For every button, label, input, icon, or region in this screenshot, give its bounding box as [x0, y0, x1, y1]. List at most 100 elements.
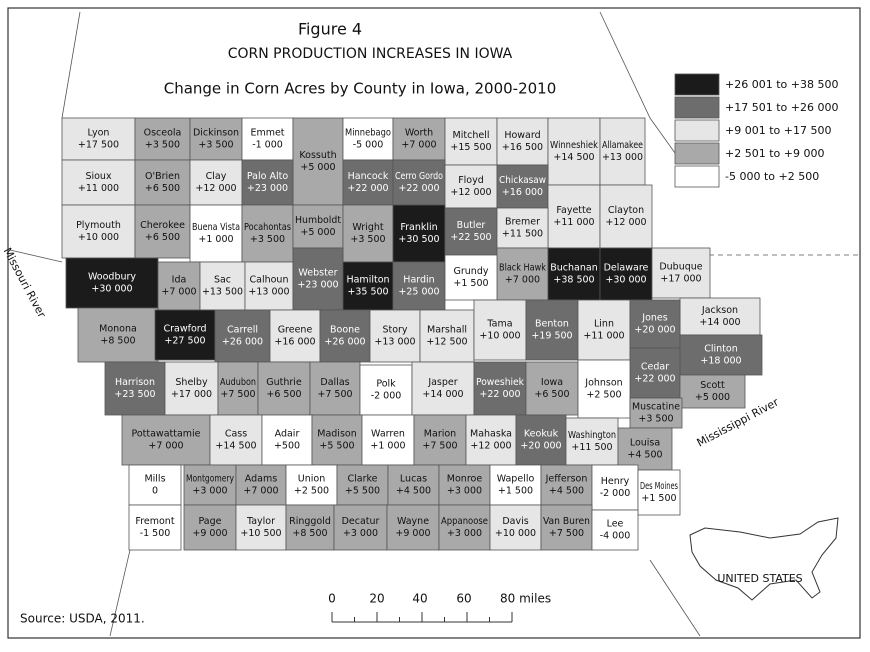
county-name: Hancock: [348, 171, 389, 182]
county-change: +13 000: [374, 337, 415, 348]
county-change: +17 000: [660, 274, 701, 285]
legend-label: +26 001 to +38 500: [725, 78, 838, 91]
county-change: +14 500: [215, 441, 256, 452]
county: [261, 414, 313, 466]
county-name: Pottawattamie: [131, 429, 200, 440]
county: [241, 159, 294, 206]
county-name: Appanoose: [441, 516, 488, 527]
county-name: Jefferson: [545, 474, 588, 485]
county: [438, 504, 491, 551]
county: [577, 299, 631, 361]
county-change: +2 500: [294, 486, 329, 497]
county-change: +11 000: [78, 183, 119, 194]
county-name: Floyd: [458, 175, 484, 186]
county: [199, 261, 246, 311]
county-name: Mitchell: [453, 130, 490, 141]
county-name: Clinton: [704, 344, 738, 355]
county-change: +16 000: [274, 337, 315, 348]
county-change: +7 000: [161, 287, 196, 298]
county-change: +9 000: [395, 528, 430, 539]
title: CORN PRODUCTION INCREASES IN IOWA: [228, 46, 513, 62]
county-change: +23 000: [247, 183, 288, 194]
county-change: +3 000: [447, 486, 482, 497]
county-name: Clayton: [608, 205, 644, 216]
county-change: -1 000: [252, 140, 283, 151]
county: [292, 247, 344, 311]
county-name: Decatur: [342, 516, 380, 527]
county-name: Montgomery: [186, 474, 234, 485]
county: [285, 504, 335, 551]
county-change: +1 500: [453, 278, 488, 289]
county-change: +5 000: [300, 162, 335, 173]
county-change: +4 500: [627, 450, 662, 461]
county-name: Adair: [275, 429, 300, 440]
county: [235, 504, 287, 551]
county-name: Ida: [172, 275, 187, 286]
county-change: +8 500: [292, 528, 327, 539]
county: [599, 247, 653, 301]
county-name: Sioux: [85, 171, 112, 182]
county-change: +27 500: [164, 336, 205, 347]
county-change: +6 500: [534, 389, 569, 400]
county-change: +7 000: [243, 486, 278, 497]
county: [361, 414, 415, 466]
county-name: Dickinson: [193, 128, 239, 139]
county-name: Story: [382, 325, 407, 336]
county-name: Humboldt: [295, 215, 341, 226]
county-name: Monroe: [447, 474, 483, 485]
county-name: Guthrie: [266, 377, 302, 388]
county-change: +1 500: [641, 493, 676, 504]
county: [189, 117, 243, 161]
county-change: +15 500: [450, 142, 491, 153]
legend-label: +2 501 to +9 000: [725, 147, 824, 160]
county-name: Henry: [601, 476, 630, 487]
county-name: Jones: [641, 313, 667, 324]
county-name: Keokuk: [524, 429, 559, 440]
county-change: +7 000: [505, 275, 540, 286]
county: [386, 504, 440, 551]
county-name: Clarke: [347, 474, 377, 485]
county-name: Emmet: [250, 128, 284, 139]
county-change: +8 500: [100, 336, 135, 347]
county-change: +12 500: [426, 337, 467, 348]
county-change: +3 000: [192, 486, 227, 497]
county-change: +7 500: [549, 528, 584, 539]
source: Source: USDA, 2011.: [20, 612, 145, 626]
legend-swatch: [674, 96, 720, 119]
state-lines: [9, 11, 860, 637]
county: [591, 509, 639, 551]
county-name: Iowa: [541, 377, 563, 388]
county: [292, 204, 344, 249]
county-name: Page: [199, 516, 222, 527]
us-inset: [689, 517, 839, 601]
county: [438, 464, 491, 506]
county: [392, 117, 446, 161]
county-name: Jasper: [427, 377, 457, 388]
county-name: Woodbury: [88, 272, 136, 283]
county-name: Madison: [317, 429, 356, 440]
county-change: +10 500: [240, 528, 281, 539]
county-name: Adams: [245, 474, 277, 485]
county: [473, 299, 527, 361]
county: [183, 464, 237, 506]
county-name: Shelby: [175, 377, 208, 388]
county-name: Poweshiek: [476, 377, 524, 388]
county-name: Monona: [99, 324, 137, 335]
county-change: +1 000: [370, 441, 405, 452]
county-name: Des Moines: [640, 481, 678, 492]
county-change: +12 000: [195, 183, 236, 194]
county: [599, 117, 646, 186]
county-name: Warren: [371, 429, 405, 440]
county-change: +5 000: [300, 227, 335, 238]
county-change: +23 000: [297, 280, 338, 291]
county-change: -1 500: [140, 528, 171, 539]
county-change: +25 000: [398, 287, 439, 298]
county: [465, 414, 517, 466]
state-line: [61, 11, 81, 119]
county-change: 0: [152, 486, 158, 497]
county-name: Polk: [376, 379, 396, 390]
county: [392, 159, 446, 206]
county-name: Tama: [486, 319, 512, 330]
scale-label: 40: [412, 592, 427, 606]
